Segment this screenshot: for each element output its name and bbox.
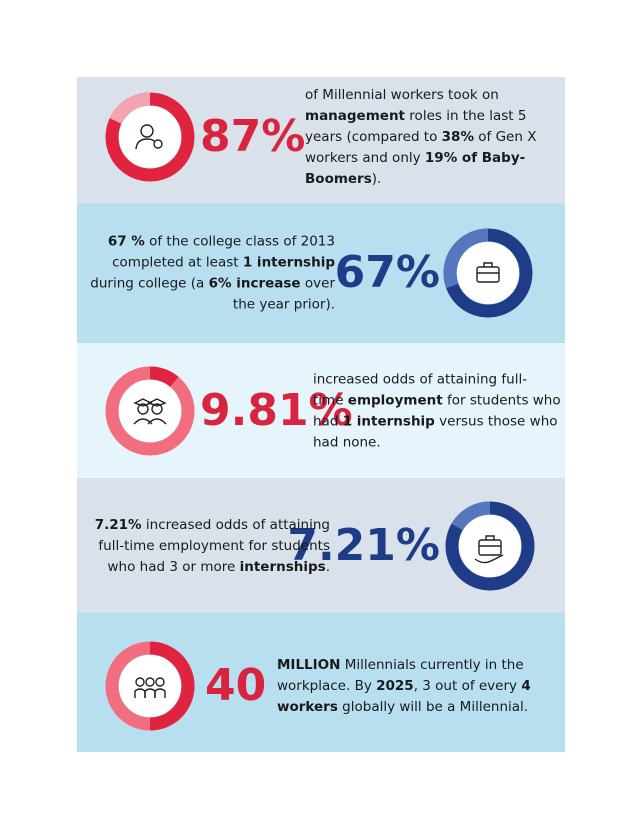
stat-value: 40: [205, 660, 266, 711]
text-segment: workers and only: [305, 150, 425, 166]
description-line: Boomers).: [305, 171, 381, 187]
stat-value: 9.81%: [200, 385, 353, 436]
donut-accent: [451, 501, 491, 531]
description-line: during college (a 6% increase over: [90, 276, 335, 292]
bold-text: 1 internship: [243, 255, 335, 271]
icon-part: [137, 403, 149, 415]
icon-part: [153, 139, 163, 149]
description-line: workers globally will be a Millennial.: [277, 699, 528, 715]
text-segment: roles in the last 5: [405, 108, 526, 124]
text-segment: for students who: [443, 393, 561, 409]
donut-center: [119, 106, 181, 168]
description-line: management roles in the last 5: [305, 108, 526, 124]
text-segment: of the college class of 2013: [145, 234, 335, 250]
bold-text: 1 internship: [343, 414, 435, 430]
description-line: 7.21% increased odds of attaining: [95, 517, 330, 533]
description-line: the year prior).: [233, 297, 335, 313]
bold-text: 67 %: [108, 234, 145, 250]
text-segment: ).: [372, 171, 382, 187]
text-segment: the year prior).: [233, 297, 335, 313]
donut-accent: [109, 92, 151, 125]
text-segment: time: [313, 393, 348, 409]
description-line: time employment for students who: [313, 393, 561, 409]
icon-part: [154, 688, 166, 698]
bold-text: 19% of Baby-: [425, 150, 525, 166]
stat-value: 87%: [200, 111, 305, 162]
icon-part: [140, 124, 154, 138]
description-line: completed at least 1 internship: [112, 255, 335, 271]
icon-part: [477, 262, 499, 274]
description-line: who had 3 or more internships.: [108, 559, 330, 575]
text-segment: .: [326, 559, 330, 575]
stat-panel: 7.21%7.21% increased odds of attainingfu…: [77, 478, 565, 613]
icon-part: [135, 138, 156, 150]
text-segment: full-time employment for students: [98, 538, 330, 554]
text-segment: workplace. By: [277, 678, 376, 694]
stat-panel: 67%67 % of the college class of 2013comp…: [77, 203, 565, 343]
description-line: had 1 internship versus those who: [313, 414, 558, 430]
text-segment: , 3 out of every: [414, 678, 522, 694]
icon-part: [147, 398, 167, 425]
donut-center: [119, 380, 181, 442]
bold-text: internships: [240, 559, 326, 575]
text-segment: over: [301, 276, 336, 292]
bold-text: workers: [277, 699, 338, 715]
description-line: increased odds of attaining full-: [313, 372, 527, 388]
text-segment: increased odds of attaining: [142, 517, 330, 533]
bold-text: management: [305, 108, 406, 124]
stat-panel: 87%of Millennial workers took on manageme…: [77, 77, 565, 203]
stat-panel: 40 MILLION Millennials currently in the wo…: [77, 613, 565, 752]
icon-part: [478, 539, 502, 556]
text-segment: years (compared to: [305, 129, 442, 145]
bold-text: Boomers: [305, 171, 372, 187]
description-line: 67 % of the college class of 2013: [108, 234, 335, 250]
text-segment: who had 3 or more: [108, 559, 240, 575]
icon-part: [479, 535, 501, 547]
description-line: workplace. By 2025, 3 out of every 4: [277, 678, 531, 694]
bold-text: MILLION: [277, 657, 340, 673]
donut-accent: [149, 366, 179, 388]
bold-text: employment: [348, 393, 443, 409]
stat-value: 67%: [335, 247, 440, 298]
text-segment: of Millennial workers took on: [305, 87, 499, 103]
text-segment: increased odds of attaining full-: [313, 372, 527, 388]
text-segment: had none.: [313, 435, 381, 451]
text-segment: globally will be a Millennial.: [338, 699, 528, 715]
text-segment: of Gen X: [474, 129, 536, 145]
stat-panel: 9.81%increased odds of attaining full-ti…: [77, 343, 565, 478]
description-line: full-time employment for students: [98, 538, 330, 554]
icon-part: [151, 403, 163, 415]
stat-value: 7.21%: [287, 520, 440, 571]
text-segment: during college (a: [90, 276, 208, 292]
text-segment: had: [313, 414, 343, 430]
icon-part: [476, 266, 500, 283]
icon-part: [133, 398, 153, 425]
icon-part: [474, 554, 504, 564]
icon-part: [135, 677, 145, 687]
text-segment: versus those who: [435, 414, 558, 430]
bold-text: 2025: [376, 678, 414, 694]
icon-part: [155, 677, 165, 687]
icon-part: [145, 677, 155, 687]
donut-accent: [443, 228, 489, 289]
donut-accent: [149, 641, 195, 731]
description-line: had none.: [313, 435, 381, 451]
bold-text: 4: [521, 678, 530, 694]
bold-text: 6% increase: [209, 276, 301, 292]
text-segment: Millennials currently in the: [340, 657, 523, 673]
text-segment: completed at least: [112, 255, 243, 271]
bold-text: 7.21%: [95, 517, 142, 533]
description-line: of Millennial workers took on: [305, 87, 499, 103]
bold-text: 38%: [442, 129, 475, 145]
description-line: years (compared to 38% of Gen X: [305, 129, 536, 145]
description-line: workers and only 19% of Baby-: [305, 150, 525, 166]
description-line: MILLION Millennials currently in the: [277, 657, 524, 673]
